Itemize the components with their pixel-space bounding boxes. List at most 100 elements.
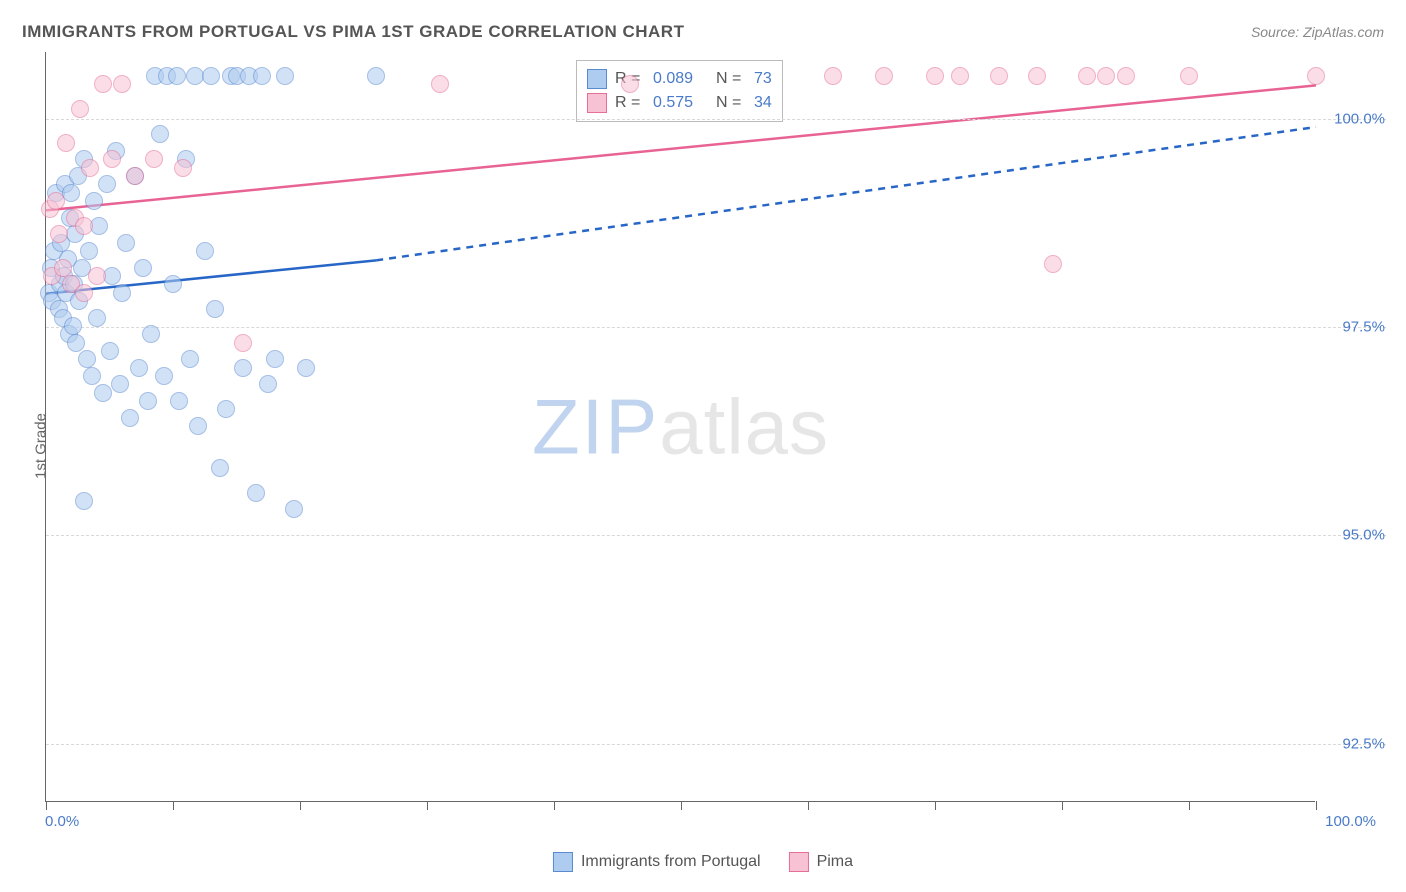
- scatter-point: [951, 67, 969, 85]
- legend-r-value: 0.089: [653, 70, 708, 88]
- scatter-point: [142, 325, 160, 343]
- scatter-point: [234, 359, 252, 377]
- gridline-h: [46, 535, 1386, 536]
- scatter-point: [67, 334, 85, 352]
- legend-bottom-label: Pima: [817, 853, 853, 871]
- scatter-point: [875, 67, 893, 85]
- scatter-point: [126, 167, 144, 185]
- x-tick: [427, 801, 428, 810]
- gridline-h: [46, 744, 1386, 745]
- scatter-point: [1044, 255, 1062, 273]
- scatter-point: [1307, 67, 1325, 85]
- scatter-point: [64, 317, 82, 335]
- scatter-point: [50, 225, 68, 243]
- trend-lines-svg: [46, 52, 1316, 802]
- scatter-point: [94, 75, 112, 93]
- scatter-point: [217, 400, 235, 418]
- legend-inset-row: R =0.089N =73: [587, 67, 772, 91]
- scatter-point: [259, 375, 277, 393]
- scatter-point: [297, 359, 315, 377]
- scatter-point: [206, 300, 224, 318]
- scatter-point: [155, 367, 173, 385]
- legend-bottom: Immigrants from Portugal Pima: [553, 852, 853, 872]
- scatter-point: [247, 484, 265, 502]
- y-tick-label: 95.0%: [1342, 527, 1385, 544]
- scatter-point: [145, 150, 163, 168]
- y-tick-label: 100.0%: [1334, 110, 1385, 127]
- scatter-point: [121, 409, 139, 427]
- scatter-point: [85, 192, 103, 210]
- x-tick: [1316, 801, 1317, 810]
- gridline-h: [46, 327, 1386, 328]
- x-tick-label-left: 0.0%: [45, 813, 79, 830]
- scatter-point: [134, 259, 152, 277]
- scatter-point: [88, 267, 106, 285]
- x-tick: [808, 801, 809, 810]
- scatter-point: [824, 67, 842, 85]
- scatter-point: [78, 350, 96, 368]
- scatter-point: [926, 67, 944, 85]
- scatter-point: [75, 217, 93, 235]
- legend-inset-row: R =0.575N =34: [587, 91, 772, 115]
- scatter-point: [174, 159, 192, 177]
- y-tick-label: 92.5%: [1342, 735, 1385, 752]
- scatter-point: [621, 75, 639, 93]
- gridline-h: [46, 119, 1386, 120]
- scatter-point: [71, 100, 89, 118]
- legend-swatch: [587, 69, 607, 89]
- scatter-point: [80, 242, 98, 260]
- x-tick: [300, 801, 301, 810]
- scatter-point: [1180, 67, 1198, 85]
- scatter-point: [88, 309, 106, 327]
- scatter-point: [75, 492, 93, 510]
- scatter-point: [103, 150, 121, 168]
- scatter-point: [98, 175, 116, 193]
- legend-n-label: N =: [716, 70, 746, 88]
- scatter-point: [431, 75, 449, 93]
- scatter-point: [57, 134, 75, 152]
- chart-source: Source: ZipAtlas.com: [1251, 24, 1384, 40]
- scatter-point: [113, 284, 131, 302]
- legend-swatch: [587, 93, 607, 113]
- scatter-point: [234, 334, 252, 352]
- legend-bottom-item: Immigrants from Portugal: [553, 852, 761, 872]
- scatter-point: [990, 67, 1008, 85]
- scatter-point: [170, 392, 188, 410]
- scatter-point: [139, 392, 157, 410]
- legend-bottom-label: Immigrants from Portugal: [581, 853, 761, 871]
- scatter-point: [181, 350, 199, 368]
- legend-r-label: R =: [615, 94, 645, 112]
- source-prefix: Source:: [1251, 24, 1303, 40]
- scatter-point: [211, 459, 229, 477]
- chart-title: IMMIGRANTS FROM PORTUGAL VS PIMA 1ST GRA…: [22, 22, 684, 42]
- scatter-point: [253, 67, 271, 85]
- plot-area: ZIPatlas R =0.089N =73R =0.575N =34 92.5…: [45, 52, 1315, 802]
- legend-r-value: 0.575: [653, 94, 708, 112]
- scatter-point: [54, 259, 72, 277]
- legend-n-label: N =: [716, 94, 746, 112]
- scatter-point: [151, 125, 169, 143]
- source-name: ZipAtlas.com: [1303, 24, 1384, 40]
- x-tick: [46, 801, 47, 810]
- scatter-point: [196, 242, 214, 260]
- scatter-point: [47, 192, 65, 210]
- y-tick-label: 97.5%: [1342, 319, 1385, 336]
- scatter-point: [189, 417, 207, 435]
- legend-n-value: 73: [754, 70, 772, 88]
- scatter-point: [130, 359, 148, 377]
- scatter-point: [285, 500, 303, 518]
- scatter-point: [168, 67, 186, 85]
- legend-swatch: [553, 852, 573, 872]
- x-tick: [173, 801, 174, 810]
- scatter-point: [164, 275, 182, 293]
- scatter-point: [117, 234, 135, 252]
- scatter-point: [113, 75, 131, 93]
- scatter-point: [202, 67, 220, 85]
- x-tick: [935, 801, 936, 810]
- x-tick: [554, 801, 555, 810]
- scatter-point: [276, 67, 294, 85]
- scatter-point: [1097, 67, 1115, 85]
- x-tick: [681, 801, 682, 810]
- scatter-point: [1028, 67, 1046, 85]
- scatter-point: [367, 67, 385, 85]
